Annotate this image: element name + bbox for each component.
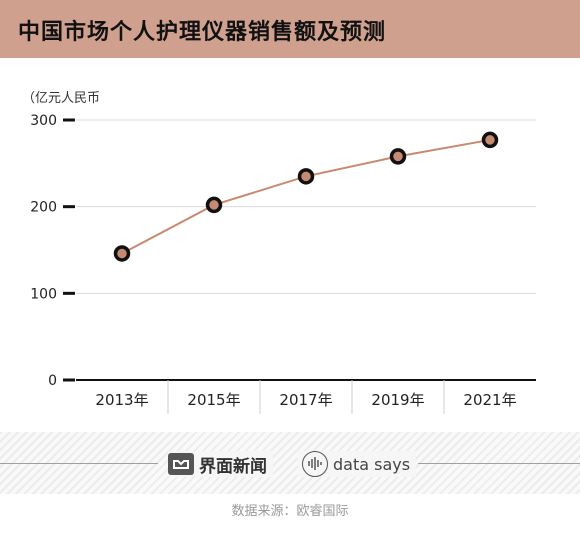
publisher-name: 界面新闻 xyxy=(199,456,267,477)
datasays-logo: data says xyxy=(298,451,417,477)
y-tick-label: 100 xyxy=(30,286,57,302)
publisher-logo: 界面新闻 xyxy=(168,451,273,477)
x-tick-label: 2015年 xyxy=(187,391,240,409)
data-point xyxy=(297,168,315,185)
title-bar: 中国市场个人护理仪器销售额及预测 xyxy=(0,0,580,58)
data-point xyxy=(481,131,499,149)
y-tick-label: 200 xyxy=(30,200,57,216)
divider-right xyxy=(418,463,580,464)
chart-title: 中国市场个人护理仪器销售额及预测 xyxy=(18,20,387,45)
x-tick-label: 2017年 xyxy=(279,391,332,409)
x-tick-label: 2013年 xyxy=(95,391,148,409)
x-tick-label: 2019年 xyxy=(371,391,424,409)
footer-band: 界面新闻 data says xyxy=(0,432,580,494)
publisher-icon xyxy=(168,453,194,475)
tagline: data says xyxy=(333,454,411,474)
series-line xyxy=(121,138,491,255)
data-point xyxy=(113,245,131,262)
data-source: 数据来源：欧睿国际 xyxy=(231,504,349,519)
data-point xyxy=(205,196,223,214)
divider-left xyxy=(0,463,158,464)
data-point xyxy=(389,148,407,165)
x-tick-label: 2021年 xyxy=(463,391,516,409)
line-chart: （亿元人民币 0 100 200 300 2013年 2015年 2017年 2019年 2021… xyxy=(22,91,536,414)
y-axis-unit-label: （亿元人民币 xyxy=(22,91,100,106)
y-tick-label: 0 xyxy=(48,373,57,389)
waveform-icon xyxy=(302,451,328,477)
y-tick-label: 300 xyxy=(30,113,57,129)
